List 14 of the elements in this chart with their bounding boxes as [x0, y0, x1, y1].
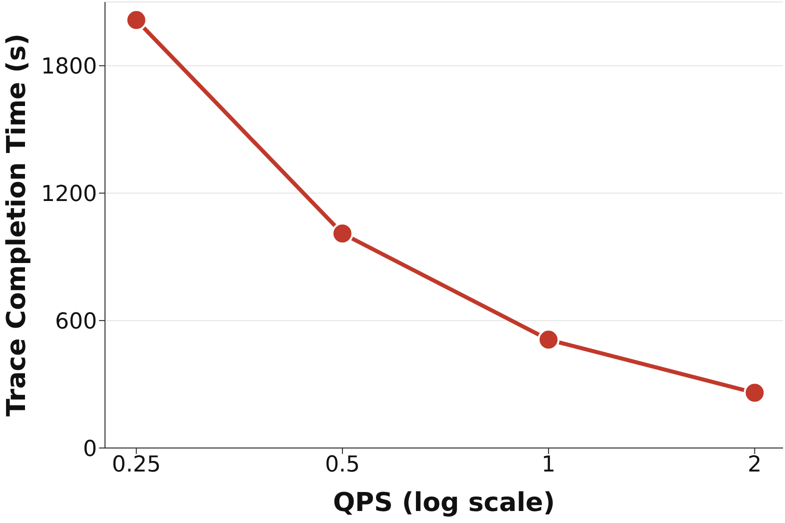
y-tick-label: 1200 — [41, 182, 97, 207]
point — [125, 9, 148, 32]
point — [744, 382, 766, 404]
x-tick-label: 1 — [542, 452, 556, 478]
x-tick-label: 2 — [748, 452, 762, 478]
y-tick-label: 1800 — [41, 54, 97, 80]
point — [538, 328, 560, 351]
y-axis-title: Trace Completion Time (s) — [2, 34, 32, 416]
x-axis-title: QPS (log scale) — [332, 488, 556, 518]
y-tick-label: 0 — [83, 436, 97, 462]
y-tick-label: 600 — [55, 309, 97, 334]
point — [331, 222, 354, 244]
x-tick-label: 0.25 — [112, 452, 161, 478]
x-tick-label: 0.5 — [324, 452, 360, 478]
